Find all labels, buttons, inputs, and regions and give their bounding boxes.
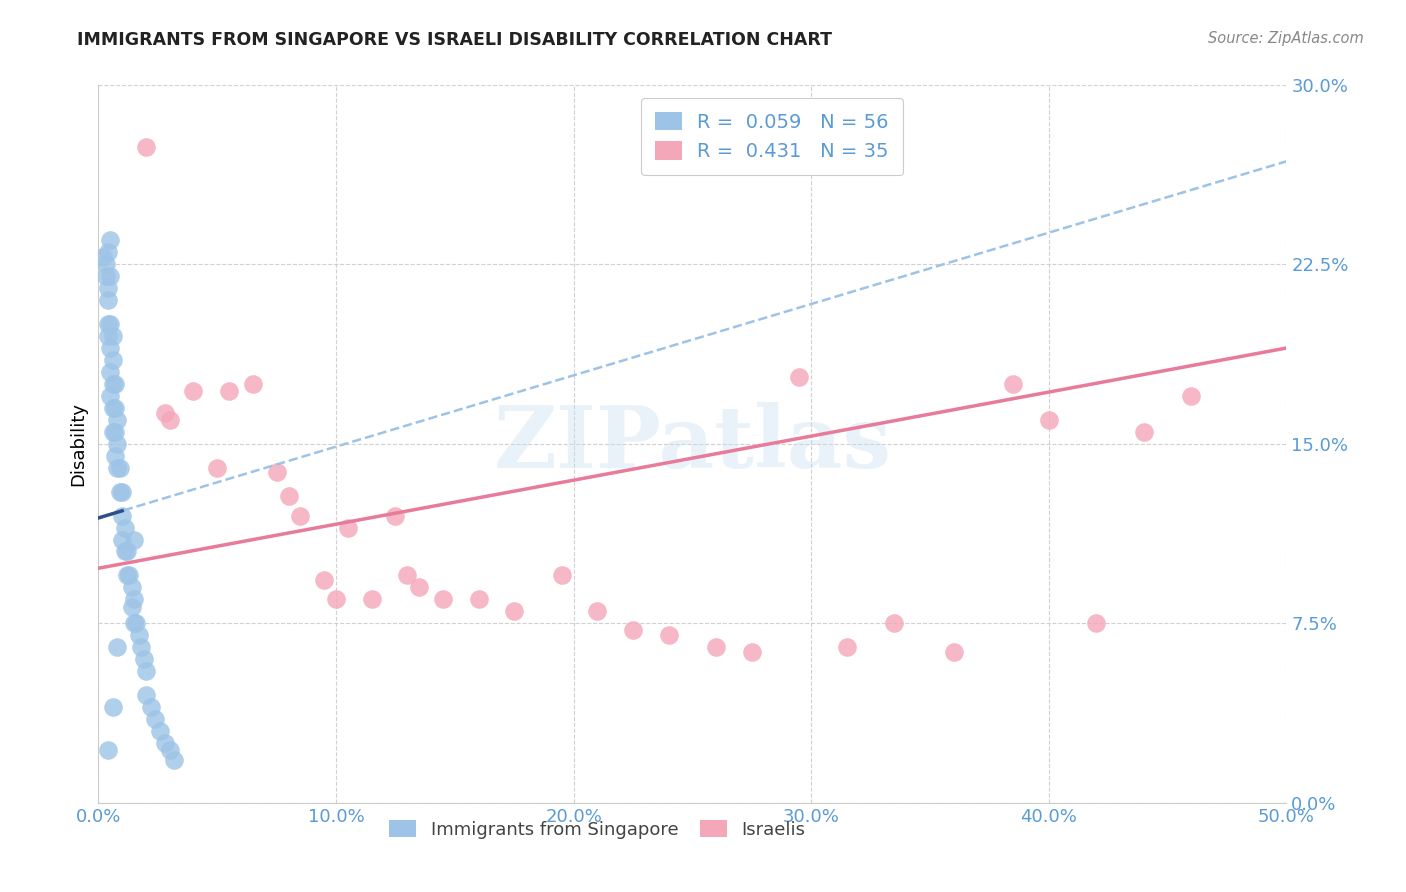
Point: [128, 628, 150, 642]
Point: [104, 376, 127, 391]
Point: [122, 592, 145, 607]
Point: [98, 317, 121, 331]
Point: [101, 376, 124, 391]
Point: [104, 449, 127, 463]
Point: [145, 712, 167, 726]
Point: [98, 341, 121, 355]
Point: [183, 384, 205, 398]
Point: [586, 604, 609, 618]
Point: [108, 484, 131, 499]
Point: [467, 592, 489, 607]
Point: [883, 616, 905, 631]
Point: [115, 544, 138, 558]
Point: [408, 581, 430, 595]
Point: [835, 640, 858, 655]
Point: [242, 376, 264, 391]
Point: [118, 568, 141, 582]
Point: [503, 604, 526, 618]
Point: [135, 688, 157, 702]
Text: Source: ZipAtlas.com: Source: ZipAtlas.com: [1208, 31, 1364, 46]
Point: [107, 436, 129, 450]
Text: IMMIGRANTS FROM SINGAPORE VS ISRAELI DISABILITY CORRELATION CHART: IMMIGRANTS FROM SINGAPORE VS ISRAELI DIS…: [77, 31, 832, 49]
Point: [104, 401, 127, 415]
Point: [98, 389, 121, 403]
Point: [94, 269, 117, 284]
Point: [111, 484, 134, 499]
Point: [396, 568, 419, 582]
Point: [139, 700, 162, 714]
Point: [111, 508, 134, 523]
Point: [336, 520, 359, 534]
Point: [101, 425, 124, 439]
Point: [97, 317, 120, 331]
Point: [107, 460, 129, 475]
Point: [153, 736, 176, 750]
Point: [360, 592, 382, 607]
Point: [98, 233, 121, 247]
Point: [108, 460, 131, 475]
Point: [98, 269, 121, 284]
Point: [121, 581, 143, 595]
Point: [149, 724, 172, 739]
Point: [97, 281, 120, 295]
Point: [97, 293, 120, 307]
Point: [551, 568, 574, 582]
Point: [91, 250, 114, 264]
Point: [942, 645, 965, 659]
Point: [135, 140, 157, 154]
Point: [218, 384, 240, 398]
Legend: Immigrants from Singapore, Israelis: Immigrants from Singapore, Israelis: [380, 811, 814, 847]
Point: [97, 743, 120, 757]
Point: [290, 508, 312, 523]
Point: [658, 628, 681, 642]
Point: [207, 460, 229, 475]
Point: [97, 245, 120, 260]
Point: [621, 624, 644, 638]
Point: [314, 573, 336, 587]
Text: ZIPatlas: ZIPatlas: [494, 401, 891, 486]
Point: [101, 329, 124, 343]
Point: [741, 645, 763, 659]
Point: [159, 413, 181, 427]
Point: [98, 365, 121, 379]
Point: [384, 508, 406, 523]
Point: [111, 533, 134, 547]
Point: [704, 640, 727, 655]
Point: [125, 616, 148, 631]
Point: [1038, 413, 1060, 427]
Point: [121, 599, 143, 614]
Point: [114, 520, 136, 534]
Point: [135, 664, 157, 678]
Point: [94, 257, 117, 271]
Point: [1133, 425, 1156, 439]
Point: [107, 413, 129, 427]
Point: [122, 616, 145, 631]
Point: [1085, 616, 1108, 631]
Point: [101, 353, 124, 368]
Point: [1180, 389, 1202, 403]
Point: [107, 640, 129, 655]
Point: [97, 329, 120, 343]
Point: [104, 425, 127, 439]
Point: [114, 544, 136, 558]
Point: [153, 406, 176, 420]
Point: [101, 700, 124, 714]
Y-axis label: Disability: Disability: [69, 401, 87, 486]
Point: [789, 369, 811, 384]
Point: [122, 533, 145, 547]
Point: [277, 490, 299, 504]
Point: [159, 743, 181, 757]
Point: [432, 592, 454, 607]
Point: [129, 640, 152, 655]
Point: [1002, 376, 1025, 391]
Point: [115, 568, 138, 582]
Point: [101, 401, 124, 415]
Point: [266, 466, 288, 480]
Point: [163, 753, 186, 767]
Point: [325, 592, 347, 607]
Point: [132, 652, 155, 666]
